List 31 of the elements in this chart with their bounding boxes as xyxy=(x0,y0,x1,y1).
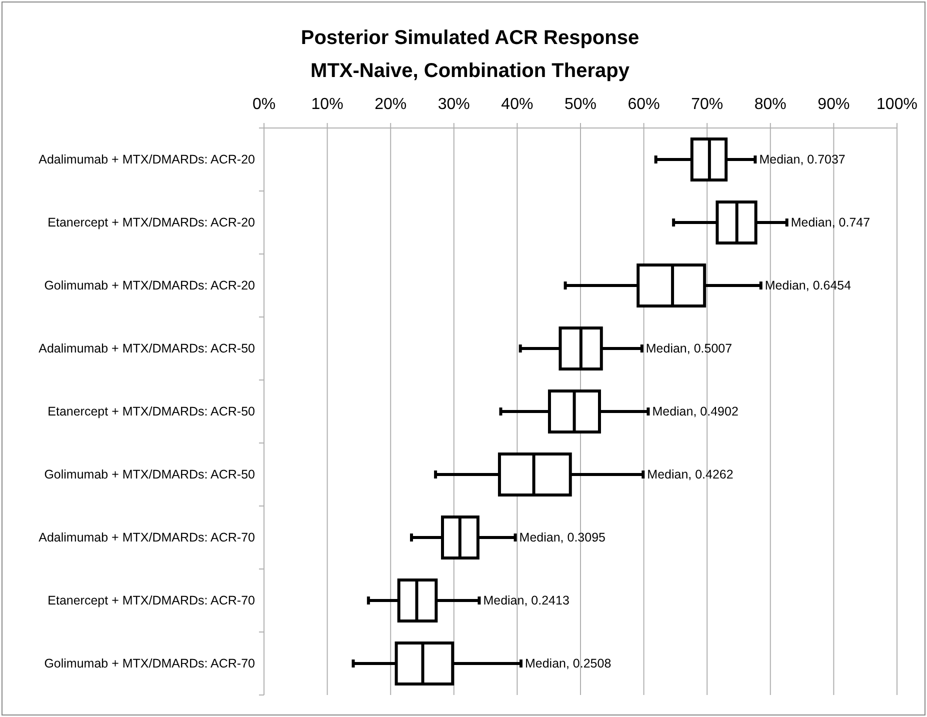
annotation: Median, 0.4902 xyxy=(652,404,738,418)
x-tick-label: 60% xyxy=(628,96,660,113)
x-tick-label: 40% xyxy=(501,96,534,113)
x-tick-label: 80% xyxy=(754,96,786,113)
y-tick-label: Golimumab + MTX/DMARDs: ACR-50 xyxy=(44,468,256,482)
x-tick-label: 100% xyxy=(876,96,918,113)
x-tick-label: 90% xyxy=(818,96,850,113)
x-tick-label: 50% xyxy=(564,96,597,113)
x-tick-label: 0% xyxy=(252,96,276,113)
x-tick-label: 30% xyxy=(438,96,470,113)
y-tick-label: Etanercept + MTX/DMARDs: ACR-50 xyxy=(48,404,256,418)
annotation: Median, 0.3095 xyxy=(519,530,606,544)
annotation: Median, 0.4262 xyxy=(647,468,734,482)
annotation: Median, 0.5007 xyxy=(646,342,732,356)
annotation: Median, 0.6454 xyxy=(764,278,852,292)
annotation: Median, 0.2508 xyxy=(525,656,612,670)
x-tick-label: 20% xyxy=(374,96,407,113)
y-tick-label: Adalimumab + MTX/DMARDs: ACR-50 xyxy=(38,342,256,356)
x-tick-label: 70% xyxy=(691,96,724,113)
y-tick-label: Golimumab + MTX/DMARDs: ACR-20 xyxy=(44,278,256,292)
annotation: Median, 0.747 xyxy=(790,216,870,230)
y-tick-label: Golimumab + MTX/DMARDs: ACR-70 xyxy=(44,656,256,670)
y-tick-label: Adalimumab + MTX/DMARDs: ACR-70 xyxy=(38,530,256,544)
y-tick-label: Etanercept + MTX/DMARDs: ACR-70 xyxy=(48,594,256,608)
y-tick-label: Etanercept + MTX/DMARDs: ACR-20 xyxy=(48,216,256,230)
x-tick-label: 10% xyxy=(311,96,344,113)
annotation: Median, 0.7037 xyxy=(759,152,846,166)
annotation: Median, 0.2413 xyxy=(483,594,570,608)
chart-subtitle: MTX-Naive, Combination Therapy xyxy=(310,60,630,82)
chart-title: Posterior Simulated ACR Response xyxy=(300,27,640,49)
y-tick-label: Adalimumab + MTX/DMARDs: ACR-20 xyxy=(38,152,256,166)
